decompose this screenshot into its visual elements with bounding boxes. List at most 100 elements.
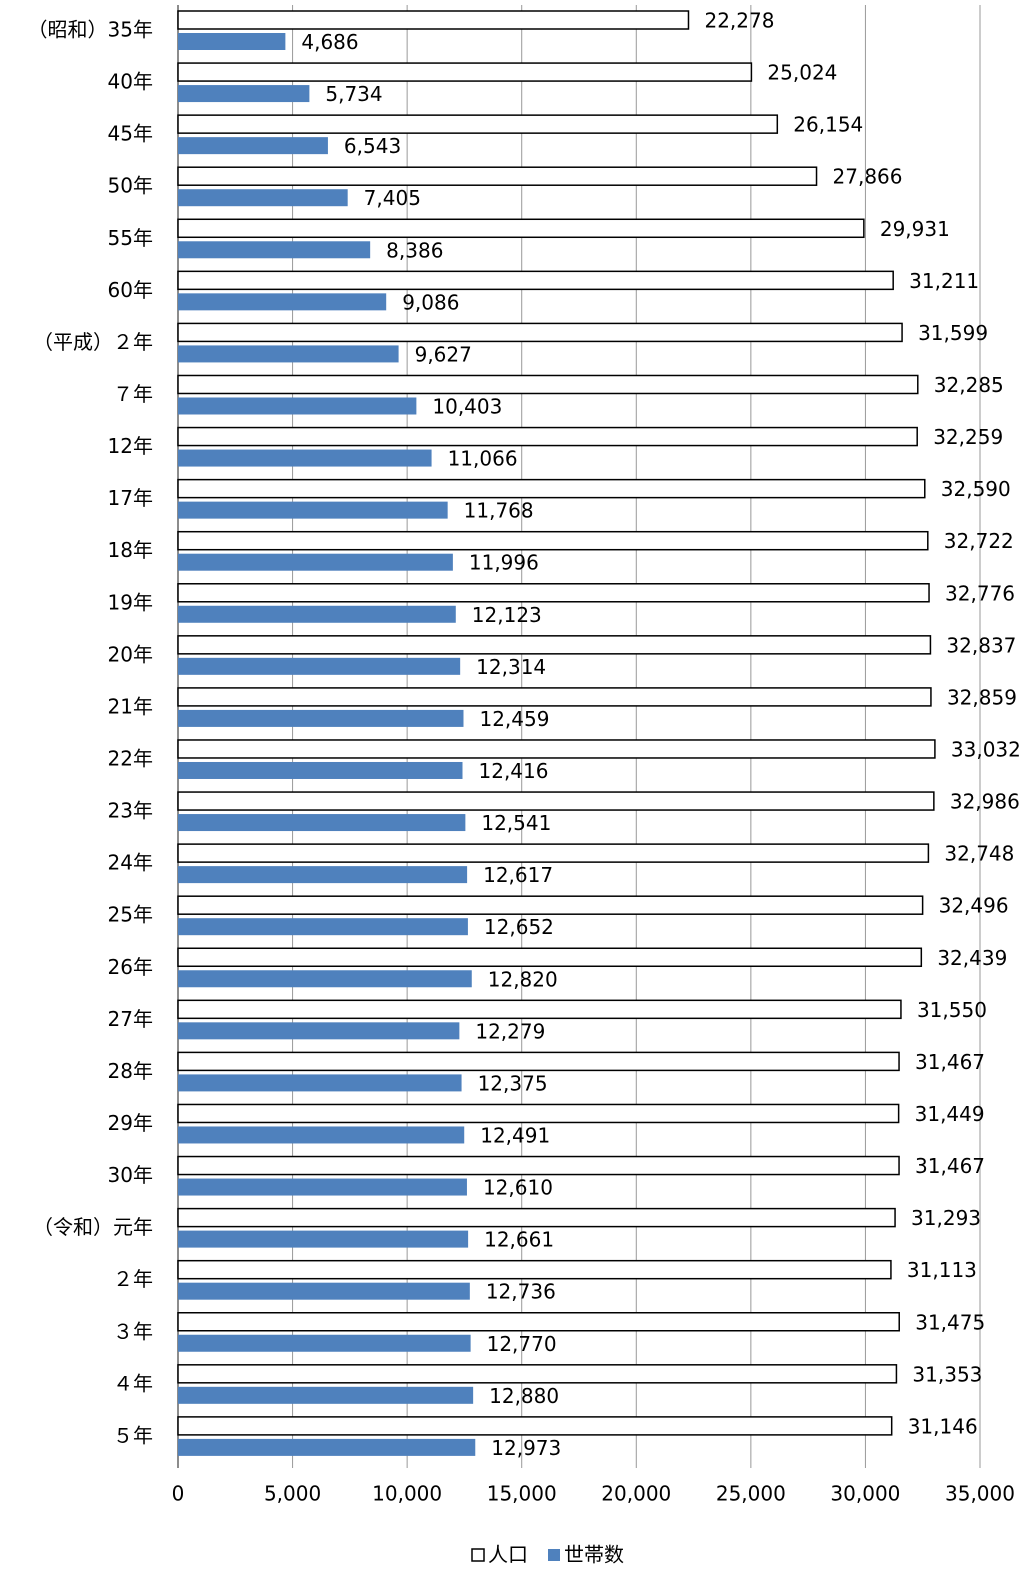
y-tick-label: 25年 [108, 903, 153, 927]
data-label: 12,610 [483, 1176, 553, 1200]
data-label: 31,146 [908, 1414, 978, 1438]
data-label: 8,386 [386, 238, 443, 262]
y-tick-label: 18年 [108, 538, 153, 562]
bar [177, 530, 929, 551]
data-label: 31,475 [915, 1310, 985, 1334]
y-tick-label: 50年 [108, 174, 153, 198]
y-tick-label: 20年 [108, 642, 153, 666]
bar [177, 1155, 900, 1176]
bar [178, 189, 348, 207]
data-label: 12,416 [479, 759, 549, 783]
y-tick-label: ３年 [113, 1319, 153, 1343]
data-label: 25,024 [767, 61, 837, 85]
bar [177, 166, 818, 186]
bar [177, 895, 924, 915]
bar [177, 739, 936, 759]
x-tick-label: 10,000 [372, 1482, 442, 1506]
data-label: 33,032 [951, 737, 1021, 761]
bar [177, 843, 930, 863]
legend-swatch [548, 1549, 560, 1561]
x-tick-label: 5,000 [264, 1482, 321, 1506]
bar [178, 1282, 470, 1300]
bar [178, 866, 468, 884]
data-label: 32,837 [946, 633, 1016, 657]
bar [177, 1051, 900, 1072]
y-tick-label: 45年 [108, 122, 153, 146]
bar [178, 397, 417, 415]
data-label: 7,405 [364, 186, 421, 210]
bar [178, 657, 461, 675]
bar [178, 970, 472, 988]
data-label: 12,973 [491, 1436, 561, 1460]
y-tick-label: 60年 [108, 278, 153, 302]
bar [178, 501, 448, 519]
bar [178, 1178, 467, 1196]
bar [177, 687, 932, 707]
data-label: 12,820 [488, 967, 558, 991]
data-label: 32,748 [944, 842, 1014, 866]
bar [177, 1312, 900, 1332]
bar [178, 449, 432, 467]
data-label: 12,314 [476, 655, 546, 679]
bar [177, 374, 919, 395]
data-label: 12,541 [481, 811, 551, 835]
data-label: 12,736 [486, 1280, 556, 1304]
bar [178, 1334, 471, 1352]
bar [177, 270, 894, 291]
data-label: 31,467 [915, 1050, 985, 1074]
bar [177, 426, 918, 447]
bar [178, 1074, 462, 1092]
data-label: 12,375 [478, 1071, 548, 1095]
y-tick-label: 23年 [108, 799, 153, 823]
y-tick-label: （昭和）35年 [28, 18, 153, 42]
data-label: 32,722 [944, 529, 1014, 553]
bar [177, 1364, 898, 1384]
y-tick-label: （令和）元年 [33, 1215, 153, 1239]
data-label: 31,211 [909, 269, 979, 293]
bar [178, 761, 463, 779]
data-label: 4,686 [301, 30, 358, 54]
data-label: 31,353 [912, 1362, 982, 1386]
data-label: 12,880 [489, 1384, 559, 1408]
bar [177, 1207, 896, 1228]
data-label: 22,278 [704, 9, 774, 33]
data-label: 12,491 [480, 1123, 550, 1147]
x-tick-label: 25,000 [716, 1482, 786, 1506]
bar [178, 553, 453, 571]
data-label: 31,599 [918, 321, 988, 345]
y-tick-label: （平成）２年 [33, 330, 153, 354]
legend-label: 世帯数 [564, 1543, 624, 1567]
data-label: 9,627 [415, 342, 472, 366]
y-tick-label: 30年 [108, 1163, 153, 1187]
bar [177, 791, 935, 811]
bar [178, 1230, 469, 1248]
bar [177, 62, 753, 82]
bar [177, 478, 926, 499]
bar [178, 33, 286, 50]
y-tick-label: 17年 [108, 486, 153, 510]
legend-swatch [471, 1548, 485, 1562]
y-tick-label: 21年 [108, 694, 153, 718]
y-tick-label: 19年 [108, 590, 153, 614]
bar [178, 918, 468, 936]
bar [177, 114, 779, 134]
data-label: 12,279 [475, 1019, 545, 1043]
bar [177, 583, 930, 603]
bar [177, 10, 690, 30]
y-tick-label: ４年 [113, 1371, 153, 1395]
y-tick-label: ５年 [113, 1423, 153, 1447]
data-label: 12,123 [472, 603, 542, 627]
y-tick-label: ２年 [113, 1267, 153, 1291]
data-label: 32,439 [937, 946, 1007, 970]
data-label: 12,459 [479, 707, 549, 731]
bar [178, 1126, 465, 1144]
data-label: 27,866 [833, 165, 903, 189]
data-label: 32,776 [945, 581, 1015, 605]
bar [178, 709, 464, 727]
data-label: 31,293 [911, 1206, 981, 1230]
data-label: 9,086 [402, 290, 459, 314]
data-label: 11,996 [469, 551, 539, 575]
y-tick-label: 24年 [108, 851, 153, 875]
data-label: 32,496 [939, 894, 1009, 918]
data-label: 32,259 [933, 425, 1003, 449]
